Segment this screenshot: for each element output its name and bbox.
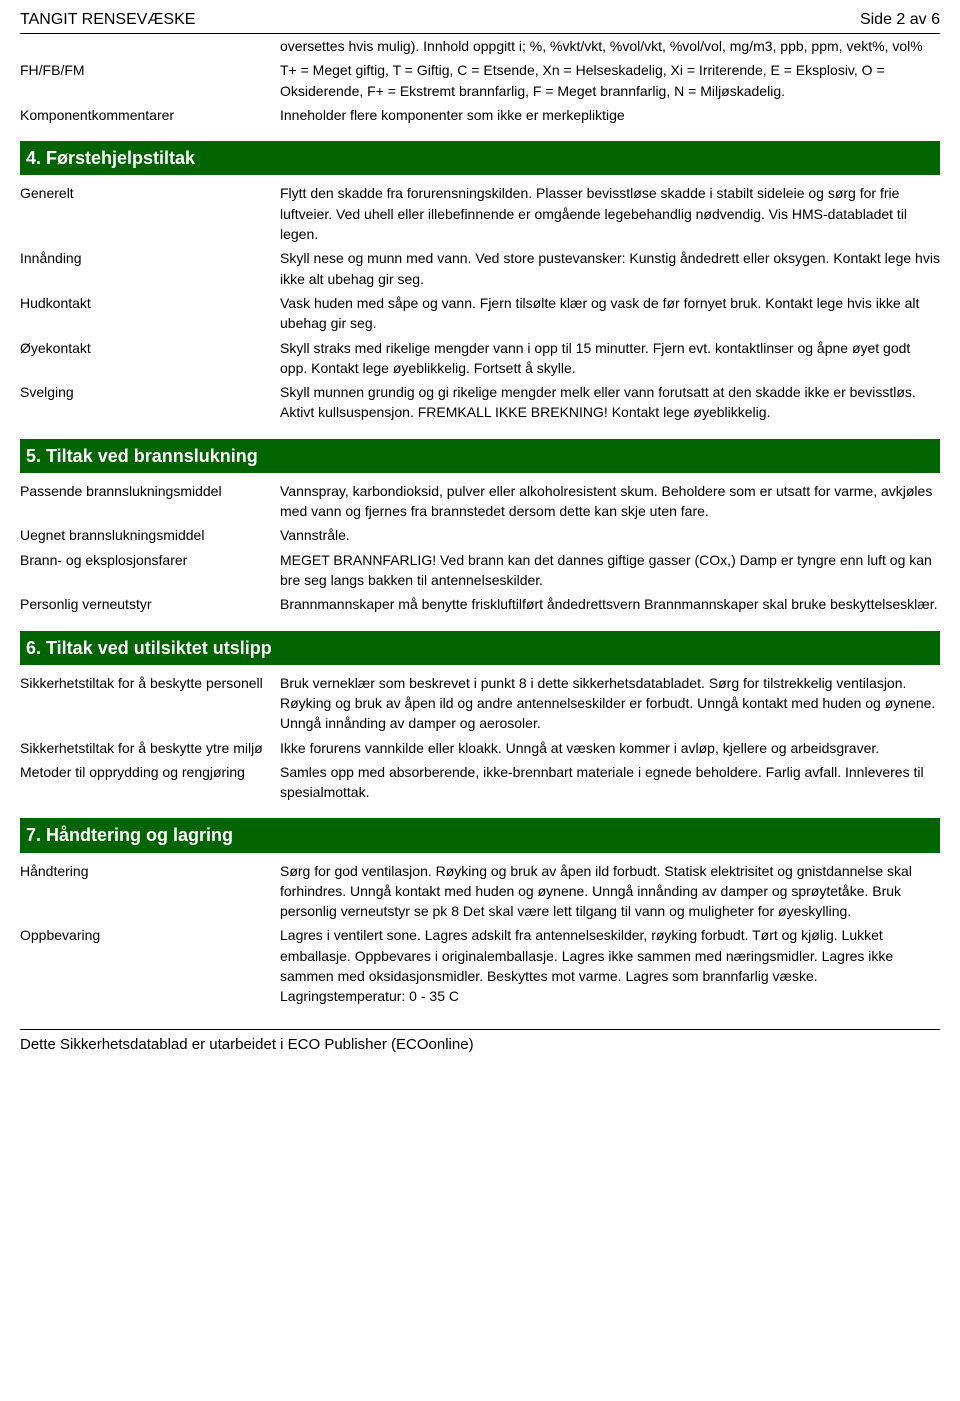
kv-value: Skyll straks med rikelige mengder vann i… xyxy=(280,338,940,379)
kv-value: Lagres i ventilert sone. Lagres adskilt … xyxy=(280,925,940,1006)
kv-value: Skyll nese og munn med vann. Ved store p… xyxy=(280,248,940,289)
doc-title: TANGIT RENSEVÆSKE xyxy=(20,8,195,31)
kv-row: Komponentkommentarer Inneholder flere ko… xyxy=(20,103,940,127)
kv-row: Øyekontakt Skyll straks med rikelige men… xyxy=(20,336,940,381)
section-heading-5: 5. Tiltak ved brannslukning xyxy=(20,439,940,473)
kv-row: Generelt Flytt den skadde fra forurensni… xyxy=(20,181,940,246)
section-7-body: Håndtering Sørg for god ventilasjon. Røy… xyxy=(20,859,940,1009)
kv-value: Vask huden med såpe og vann. Fjern tilsø… xyxy=(280,293,940,334)
kv-value: MEGET BRANNFARLIG! Ved brann kan det dan… xyxy=(280,550,940,591)
kv-label: Sikkerhetstiltak for å beskytte ytre mil… xyxy=(20,738,280,758)
section-heading-6: 6. Tiltak ved utilsiktet utslipp xyxy=(20,631,940,665)
kv-label: Generelt xyxy=(20,183,280,203)
kv-label: Øyekontakt xyxy=(20,338,280,358)
kv-value: T+ = Meget giftig, T = Giftig, C = Etsen… xyxy=(280,60,940,101)
kv-value: Vannstråle. xyxy=(280,525,940,545)
page-indicator: Side 2 av 6 xyxy=(860,8,940,31)
kv-label: Sikkerhetstiltak for å beskytte personel… xyxy=(20,673,280,693)
kv-label: FH/FB/FM xyxy=(20,60,280,80)
page-header: TANGIT RENSEVÆSKE Side 2 av 6 xyxy=(20,0,940,34)
kv-label: Passende brannslukningsmiddel xyxy=(20,481,280,501)
kv-row: oversettes hvis mulig). Innhold oppgitt … xyxy=(20,34,940,58)
section-top: oversettes hvis mulig). Innhold oppgitt … xyxy=(20,34,940,127)
kv-row: Uegnet brannslukningsmiddel Vannstråle. xyxy=(20,523,940,547)
page-footer: Dette Sikkerhetsdatablad er utarbeidet i… xyxy=(20,1029,940,1056)
kv-value: Bruk verneklær som beskrevet i punkt 8 i… xyxy=(280,673,940,734)
section-4-body: Generelt Flytt den skadde fra forurensni… xyxy=(20,181,940,424)
kv-row: Oppbevaring Lagres i ventilert sone. Lag… xyxy=(20,923,940,1008)
kv-row: Metoder til opprydding og rengjøring Sam… xyxy=(20,760,940,805)
kv-value: Flytt den skadde fra forurensningskilden… xyxy=(280,183,940,244)
kv-label: Personlig verneutstyr xyxy=(20,594,280,614)
kv-row: Innånding Skyll nese og munn med vann. V… xyxy=(20,246,940,291)
kv-row: Personlig verneutstyr Brannmannskaper må… xyxy=(20,592,940,616)
kv-row: Hudkontakt Vask huden med såpe og vann. … xyxy=(20,291,940,336)
kv-row: Håndtering Sørg for god ventilasjon. Røy… xyxy=(20,859,940,924)
kv-row: FH/FB/FM T+ = Meget giftig, T = Giftig, … xyxy=(20,58,940,103)
kv-value: Sørg for god ventilasjon. Røyking og bru… xyxy=(280,861,940,922)
kv-label: Brann- og eksplosjonsfarer xyxy=(20,550,280,570)
section-heading-4: 4. Førstehjelpstiltak xyxy=(20,141,940,175)
kv-value: Samles opp med absorberende, ikke-brennb… xyxy=(280,762,940,803)
kv-value: Ikke forurens vannkilde eller kloakk. Un… xyxy=(280,738,940,758)
kv-row: Brann- og eksplosjonsfarer MEGET BRANNFA… xyxy=(20,548,940,593)
kv-row: Sikkerhetstiltak for å beskytte ytre mil… xyxy=(20,736,940,760)
kv-value: Skyll munnen grundig og gi rikelige meng… xyxy=(280,382,940,423)
section-5-body: Passende brannslukningsmiddel Vannspray,… xyxy=(20,479,940,617)
kv-row: Sikkerhetstiltak for å beskytte personel… xyxy=(20,671,940,736)
kv-value: Inneholder flere komponenter som ikke er… xyxy=(280,105,940,125)
kv-label: Innånding xyxy=(20,248,280,268)
kv-label: Uegnet brannslukningsmiddel xyxy=(20,525,280,545)
kv-label: Komponentkommentarer xyxy=(20,105,280,125)
kv-label: Metoder til opprydding og rengjøring xyxy=(20,762,280,782)
kv-label: Håndtering xyxy=(20,861,280,881)
section-heading-7: 7. Håndtering og lagring xyxy=(20,818,940,852)
kv-value: Vannspray, karbondioksid, pulver eller a… xyxy=(280,481,940,522)
kv-label: Hudkontakt xyxy=(20,293,280,313)
kv-label: Svelging xyxy=(20,382,280,402)
kv-value: oversettes hvis mulig). Innhold oppgitt … xyxy=(280,36,940,56)
footer-text: Dette Sikkerhetsdatablad er utarbeidet i… xyxy=(20,1036,474,1053)
kv-row: Svelging Skyll munnen grundig og gi rike… xyxy=(20,380,940,425)
kv-row: Passende brannslukningsmiddel Vannspray,… xyxy=(20,479,940,524)
section-6-body: Sikkerhetstiltak for å beskytte personel… xyxy=(20,671,940,805)
kv-value: Brannmannskaper må benytte friskluftilfø… xyxy=(280,594,940,614)
kv-label: Oppbevaring xyxy=(20,925,280,945)
